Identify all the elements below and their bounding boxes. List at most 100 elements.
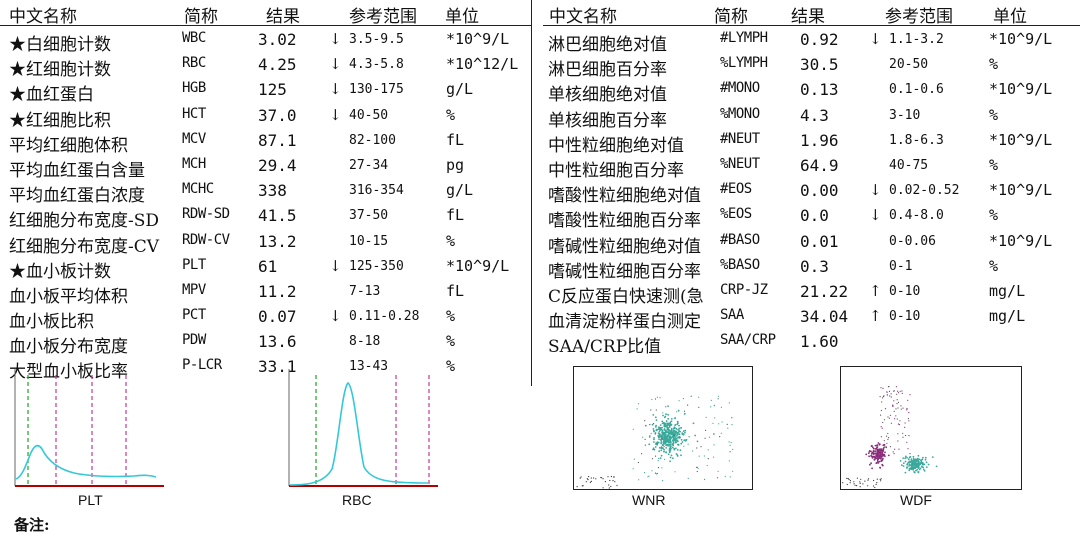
test-abbreviation: #EOS [720, 181, 752, 198]
test-name: C反应蛋白快速测(急 [548, 286, 704, 307]
wdf-point [879, 467, 882, 469]
wnr-point [659, 397, 661, 399]
wnr-point [683, 413, 685, 415]
wdf-point [921, 458, 924, 461]
wnr-point [663, 437, 666, 439]
wnr-point [710, 406, 712, 408]
wnr-point [679, 449, 682, 452]
wdf-point [868, 455, 870, 458]
wdf-point [886, 435, 888, 437]
wnr-point [696, 447, 698, 449]
wnr-point [663, 450, 665, 453]
wdf-point [889, 395, 891, 397]
wnr-point [658, 446, 661, 449]
wdf-point [887, 416, 889, 418]
wdf-point [849, 482, 851, 484]
test-result: 64.9 [800, 155, 839, 175]
wdf-point [872, 485, 875, 487]
wnr-point [657, 460, 659, 462]
wdf-point [881, 449, 884, 452]
wnr-point [590, 477, 592, 479]
wdf-point [893, 453, 895, 455]
wnr-point [663, 445, 665, 447]
wnr-point [682, 433, 685, 436]
wnr-point [661, 467, 663, 469]
wnr-point [663, 416, 666, 419]
wnr-point [653, 448, 656, 451]
test-abbreviation: #BASO [720, 231, 760, 248]
wdf-point [922, 456, 924, 459]
wdf-point [867, 479, 869, 481]
wnr-point [657, 435, 660, 437]
wnr-point [710, 399, 712, 401]
wnr-point [652, 428, 655, 430]
wdf-point [908, 420, 910, 422]
wdf-point [900, 464, 903, 467]
test-unit: % [989, 256, 999, 275]
wdf-point [874, 444, 877, 447]
wnr-point [665, 433, 667, 436]
wnr-point [657, 441, 660, 444]
wdf-point [859, 482, 861, 484]
wdf-point [856, 477, 858, 479]
wdf-point [867, 485, 869, 487]
table-row: ★血小板计数 PLT 61 ↓ 125-350 *10^9/L [0, 253, 531, 282]
wnr-point [580, 476, 582, 478]
wnr-point [719, 436, 721, 438]
test-unit: fL [446, 281, 465, 300]
test-unit: g/L [446, 181, 474, 200]
wnr-point [608, 484, 610, 486]
wdf-point [867, 478, 870, 480]
wdf-point [873, 458, 876, 461]
wnr-point [666, 421, 668, 423]
wdf-point [906, 467, 908, 469]
reference-range: 0.1-0.6 [889, 82, 944, 98]
wnr-point [728, 402, 730, 404]
wdf-point [917, 471, 920, 473]
wdf-point [868, 450, 871, 453]
rbc-distribution-curve [289, 381, 429, 486]
test-name: ★血小板计数 [9, 261, 111, 282]
wnr-point [608, 487, 610, 489]
wdf-point [931, 456, 934, 458]
wnr-point [644, 424, 647, 427]
wnr-point [653, 441, 655, 443]
abnormal-flag: ↓ [329, 307, 342, 326]
wnr-point [658, 438, 660, 441]
wdf-point [907, 399, 909, 401]
wdf-point [904, 471, 907, 474]
wdf-point [887, 386, 890, 388]
wdf-point [880, 451, 882, 453]
wdf-point [897, 390, 899, 392]
wnr-point [644, 472, 646, 474]
wnr-point [666, 440, 668, 443]
table-row: 淋巴细胞绝对值 #LYMPH 0.92 ↓ 1.1-3.2 *10^9/L [543, 26, 1080, 55]
results-table-right: 中文名称 简称 结果 参考范围 单位 淋巴细胞绝对值 #LYMPH 0.92 ↓ 1.1… [543, 0, 1080, 357]
test-unit: % [446, 231, 456, 250]
wdf-point [876, 482, 878, 484]
wdf-point [874, 456, 876, 459]
test-abbreviation: PDW [182, 332, 206, 349]
test-unit: *10^9/L [989, 130, 1053, 149]
wnr-point [644, 444, 646, 446]
wdf-point [879, 449, 882, 452]
test-result: 0.13 [800, 80, 839, 100]
wnr-point [687, 404, 689, 406]
wdf-point [897, 433, 899, 435]
wdf-point [871, 457, 874, 459]
wdf-point [898, 448, 900, 450]
wnr-point [669, 456, 672, 459]
wnr-point [669, 440, 672, 442]
wnr-point [655, 429, 658, 432]
wdf-point [889, 414, 892, 416]
wnr-point [666, 443, 668, 446]
test-abbreviation: %EOS [720, 206, 752, 223]
wnr-point [678, 429, 680, 431]
table-row: ★血红蛋白 HGB 125 ↓ 130-175 g/L [0, 76, 531, 105]
wdf-point [888, 417, 890, 419]
wdf-point [927, 463, 930, 466]
test-name: 淋巴细胞百分率 [548, 60, 667, 81]
wnr-point [683, 410, 686, 412]
wnr-point [684, 431, 686, 434]
wdf-point [886, 394, 888, 396]
